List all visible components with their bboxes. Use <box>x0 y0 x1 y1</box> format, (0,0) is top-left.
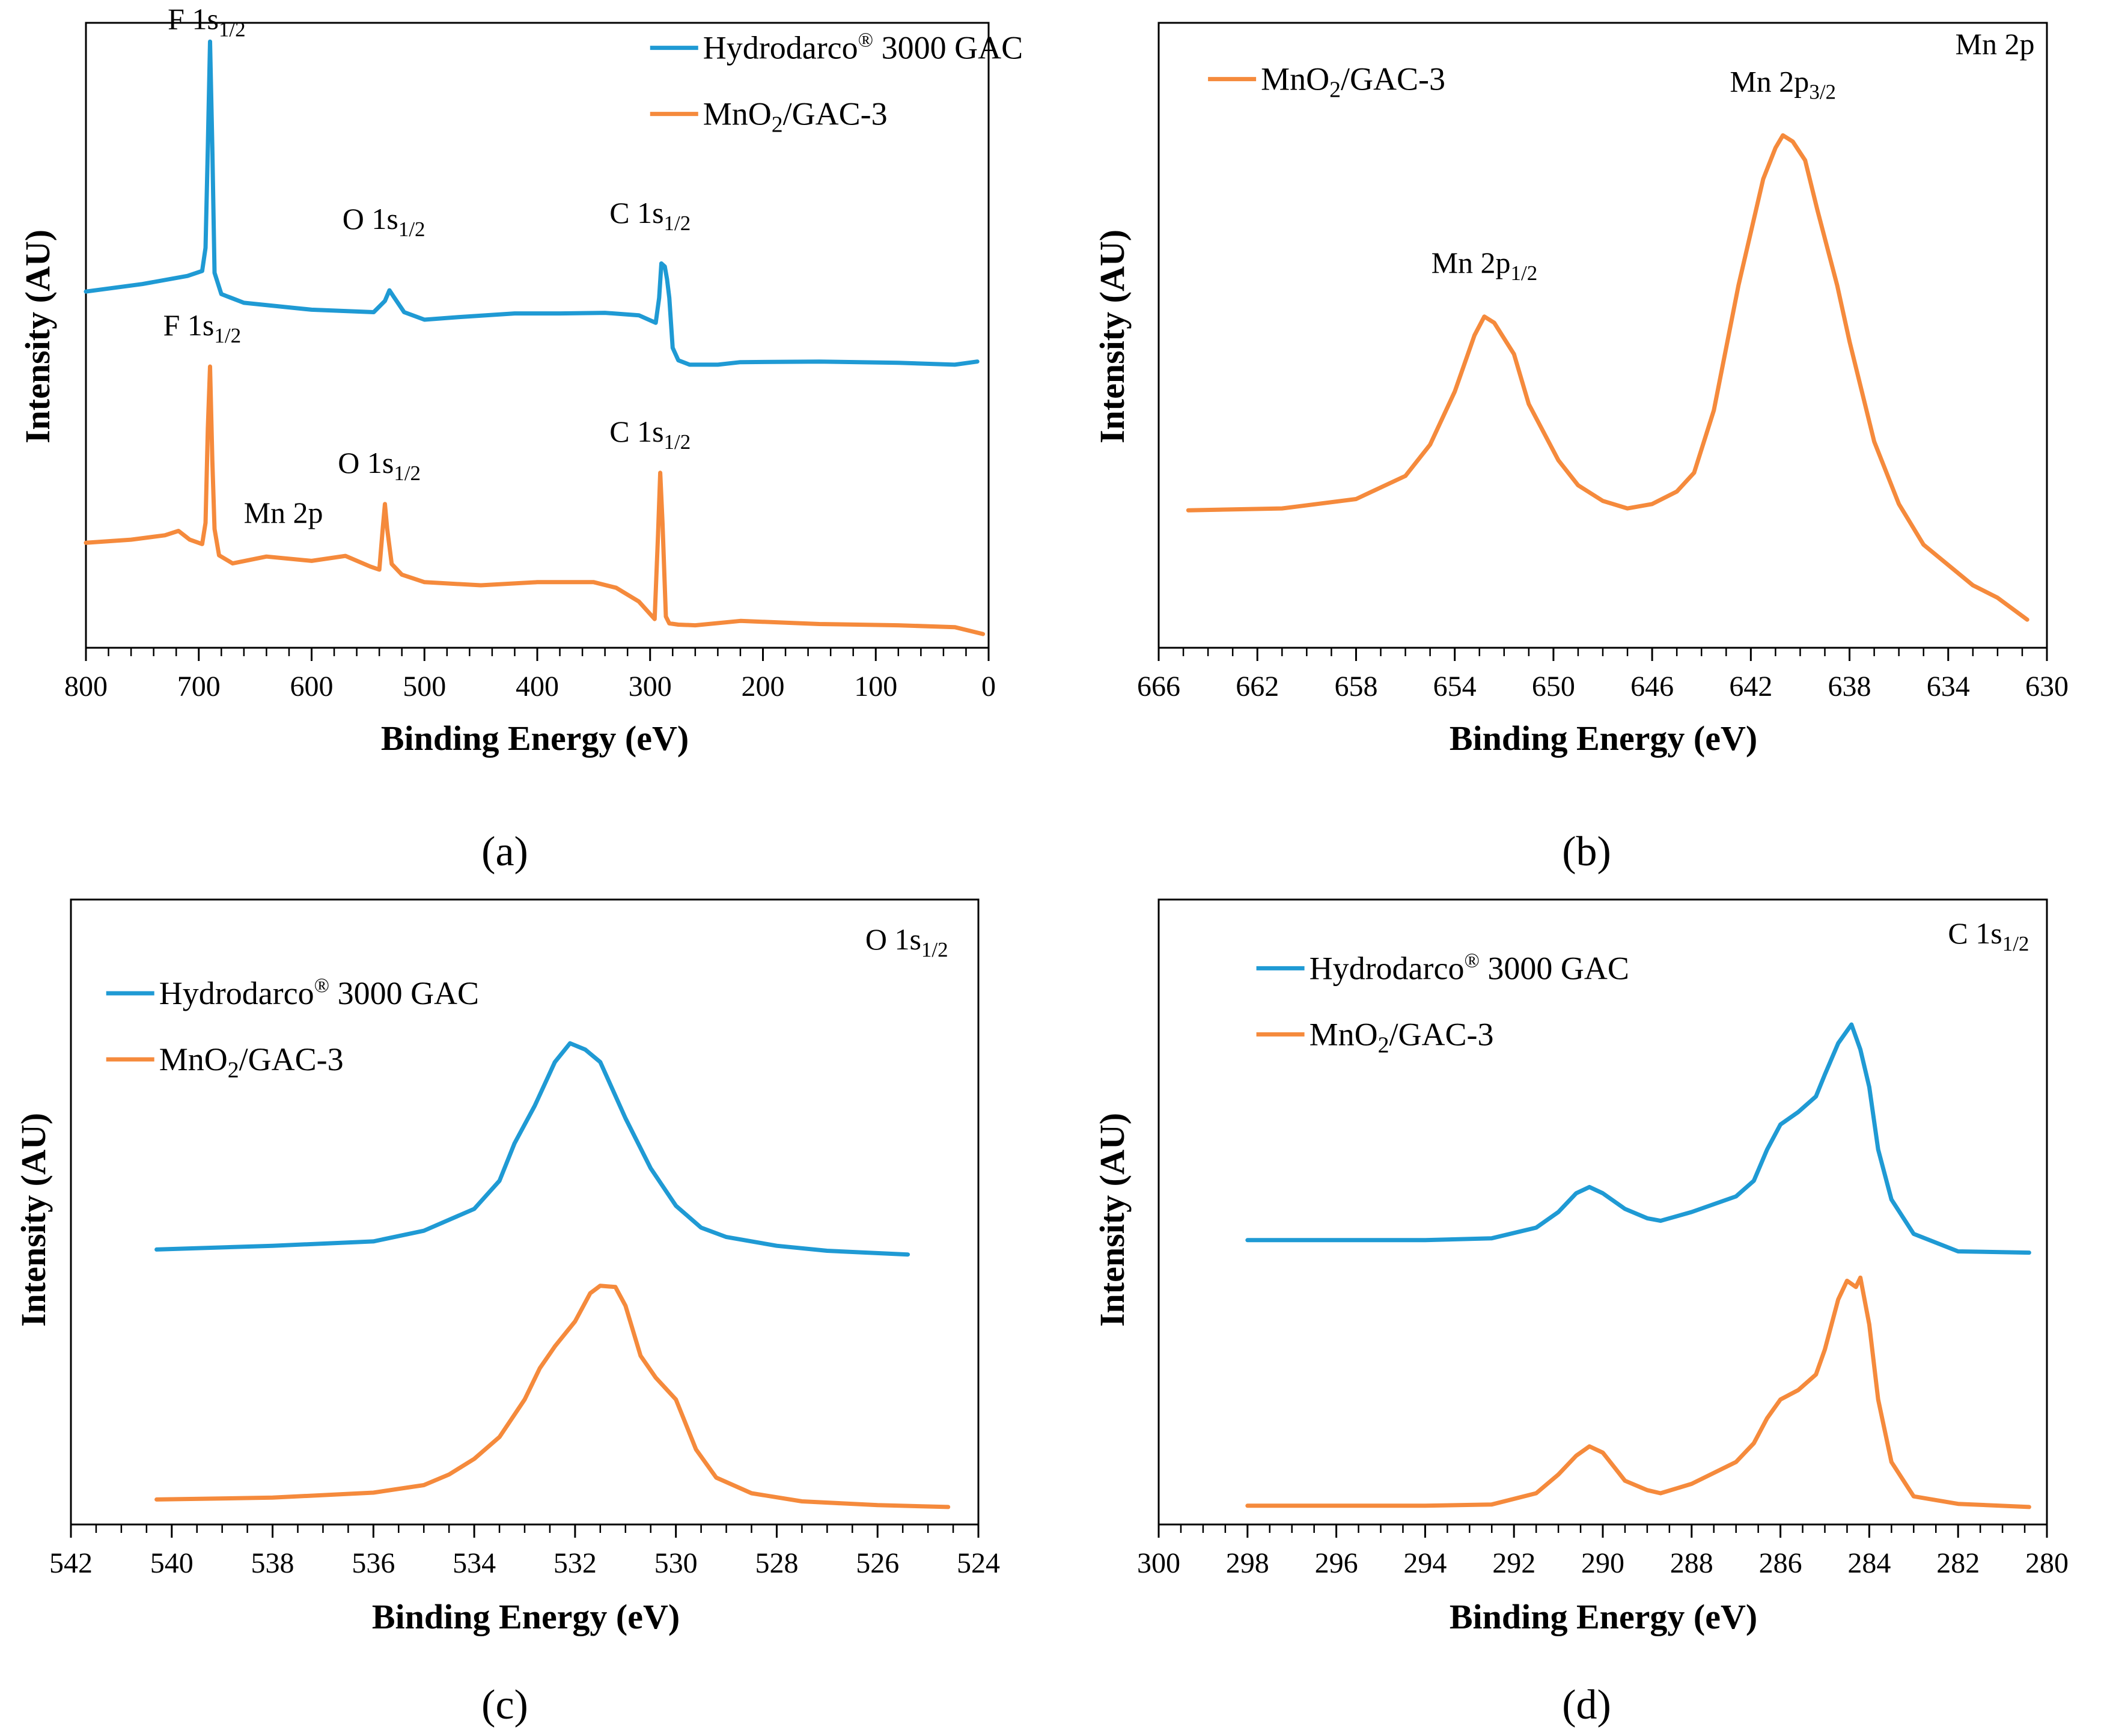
legend-label-blue: Hydrodarco® 3000 GAC <box>1310 949 1629 986</box>
x-tick-label: 646 <box>1630 671 1674 702</box>
plot-area-frame <box>1157 898 2048 1526</box>
plot-area-frame <box>1157 22 2048 649</box>
panel-b-xlabel: Binding Energy (eV) <box>1450 719 1757 758</box>
series-line-orange <box>1245 1275 2031 1509</box>
peak-annotation: O 1s1/2 <box>338 446 421 485</box>
x-tick-label: 526 <box>856 1547 899 1579</box>
x-tick-label: 800 <box>64 671 108 702</box>
x-tick-label: 296 <box>1315 1547 1358 1579</box>
panel-b-ylabel: Intensity (AU) <box>1093 230 1132 443</box>
x-tick-label: 200 <box>742 671 785 702</box>
x-tick-label: 286 <box>1759 1547 1802 1579</box>
panel-c-label: (c) <box>481 1682 528 1728</box>
x-tick-label: 600 <box>290 671 334 702</box>
x-tick-label: 536 <box>352 1547 395 1579</box>
legend-label-blue: Hydrodarco® 3000 GAC <box>703 29 1023 66</box>
x-tick-label: 542 <box>49 1547 93 1579</box>
x-tick-label: 524 <box>957 1547 1000 1579</box>
peak-annotation: C 1s1/2 <box>609 196 691 235</box>
peak-annotation: O 1s1/2 <box>343 202 425 241</box>
x-tick-label: 500 <box>403 671 446 702</box>
peak-annotation: Mn 2p <box>1956 27 2035 61</box>
x-tick-label: 654 <box>1433 671 1477 702</box>
series-line-orange <box>154 1284 951 1509</box>
x-tick-label: 294 <box>1403 1547 1447 1579</box>
panel-a-xlabel: Binding Energy (eV) <box>381 719 689 758</box>
panel-a-ylabel: Intensity (AU) <box>18 230 57 443</box>
x-tick-label: 282 <box>1936 1547 1980 1579</box>
x-tick-label: 300 <box>629 671 672 702</box>
legend-label-orange: MnO2/GAC-3 <box>1310 1016 1494 1058</box>
panel-b-chart: Binding Energy (eV) Intensity (AU) (b) 6… <box>1093 22 2069 875</box>
panel-c-ylabel: Intensity (AU) <box>14 1113 53 1327</box>
peak-annotation: Mn 2p1/2 <box>1432 246 1538 285</box>
x-tick-label: 100 <box>854 671 897 702</box>
panel-a-chart: Binding Energy (eV) Intensity (AU) (a) 8… <box>18 2 1023 875</box>
x-tick-label: 284 <box>1847 1547 1891 1579</box>
x-tick-label: 666 <box>1137 671 1180 702</box>
x-tick-label: 634 <box>1927 671 1970 702</box>
panel-a-label: (a) <box>481 829 528 875</box>
panel-d-xlabel: Binding Energy (eV) <box>1450 1597 1757 1636</box>
x-tick-label: 288 <box>1670 1547 1713 1579</box>
peak-annotation: Mn 2p <box>244 496 323 529</box>
x-tick-label: 530 <box>654 1547 698 1579</box>
x-tick-label: 292 <box>1492 1547 1535 1579</box>
legend-label-orange: MnO2/GAC-3 <box>1261 61 1445 103</box>
peak-annotation: Mn 2p3/2 <box>1730 64 1836 103</box>
x-tick-label: 400 <box>516 671 559 702</box>
x-tick-label: 638 <box>1828 671 1871 702</box>
x-tick-label: 532 <box>553 1547 597 1579</box>
x-tick-label: 298 <box>1226 1547 1269 1579</box>
panel-d-ylabel: Intensity (AU) <box>1093 1113 1132 1327</box>
series-line-blue <box>154 1041 910 1257</box>
x-tick-label: 700 <box>177 671 221 702</box>
x-tick-label: 662 <box>1236 671 1279 702</box>
panel-d-label: (d) <box>1562 1682 1611 1728</box>
peak-annotation: F 1s1/2 <box>168 2 246 41</box>
legend-label-orange: MnO2/GAC-3 <box>159 1041 344 1083</box>
legend-label-orange: MnO2/GAC-3 <box>703 96 888 138</box>
panel-c-chart: Binding Energy (eV) Intensity (AU) (c) 5… <box>14 898 1000 1728</box>
x-tick-label: 280 <box>2025 1547 2069 1579</box>
x-tick-label: 642 <box>1729 671 1772 702</box>
x-tick-label: 528 <box>755 1547 798 1579</box>
peak-annotation: O 1s1/2 <box>865 922 948 961</box>
panel-d-chart: Binding Energy (eV) Intensity (AU) (d) 3… <box>1093 898 2069 1728</box>
series-line-blue <box>1245 1022 2031 1255</box>
series-line-orange <box>1186 133 2029 622</box>
x-tick-label: 540 <box>150 1547 194 1579</box>
legend-label-blue: Hydrodarco® 3000 GAC <box>159 975 479 1011</box>
panel-b-label: (b) <box>1562 829 1611 875</box>
x-tick-label: 658 <box>1334 671 1377 702</box>
x-tick-label: 300 <box>1137 1547 1180 1579</box>
x-tick-label: 290 <box>1581 1547 1624 1579</box>
x-tick-label: 630 <box>2025 671 2069 702</box>
panel-c-xlabel: Binding Energy (eV) <box>372 1597 680 1636</box>
peak-annotation: C 1s1/2 <box>609 415 691 454</box>
series-line-orange <box>84 364 986 636</box>
x-tick-label: 650 <box>1532 671 1575 702</box>
peak-annotation: F 1s1/2 <box>163 308 242 347</box>
x-tick-label: 534 <box>453 1547 496 1579</box>
series-line-blue <box>84 39 980 367</box>
x-tick-label: 538 <box>251 1547 294 1579</box>
x-tick-label: 0 <box>981 671 996 702</box>
peak-annotation: C 1s1/2 <box>1948 916 2029 955</box>
